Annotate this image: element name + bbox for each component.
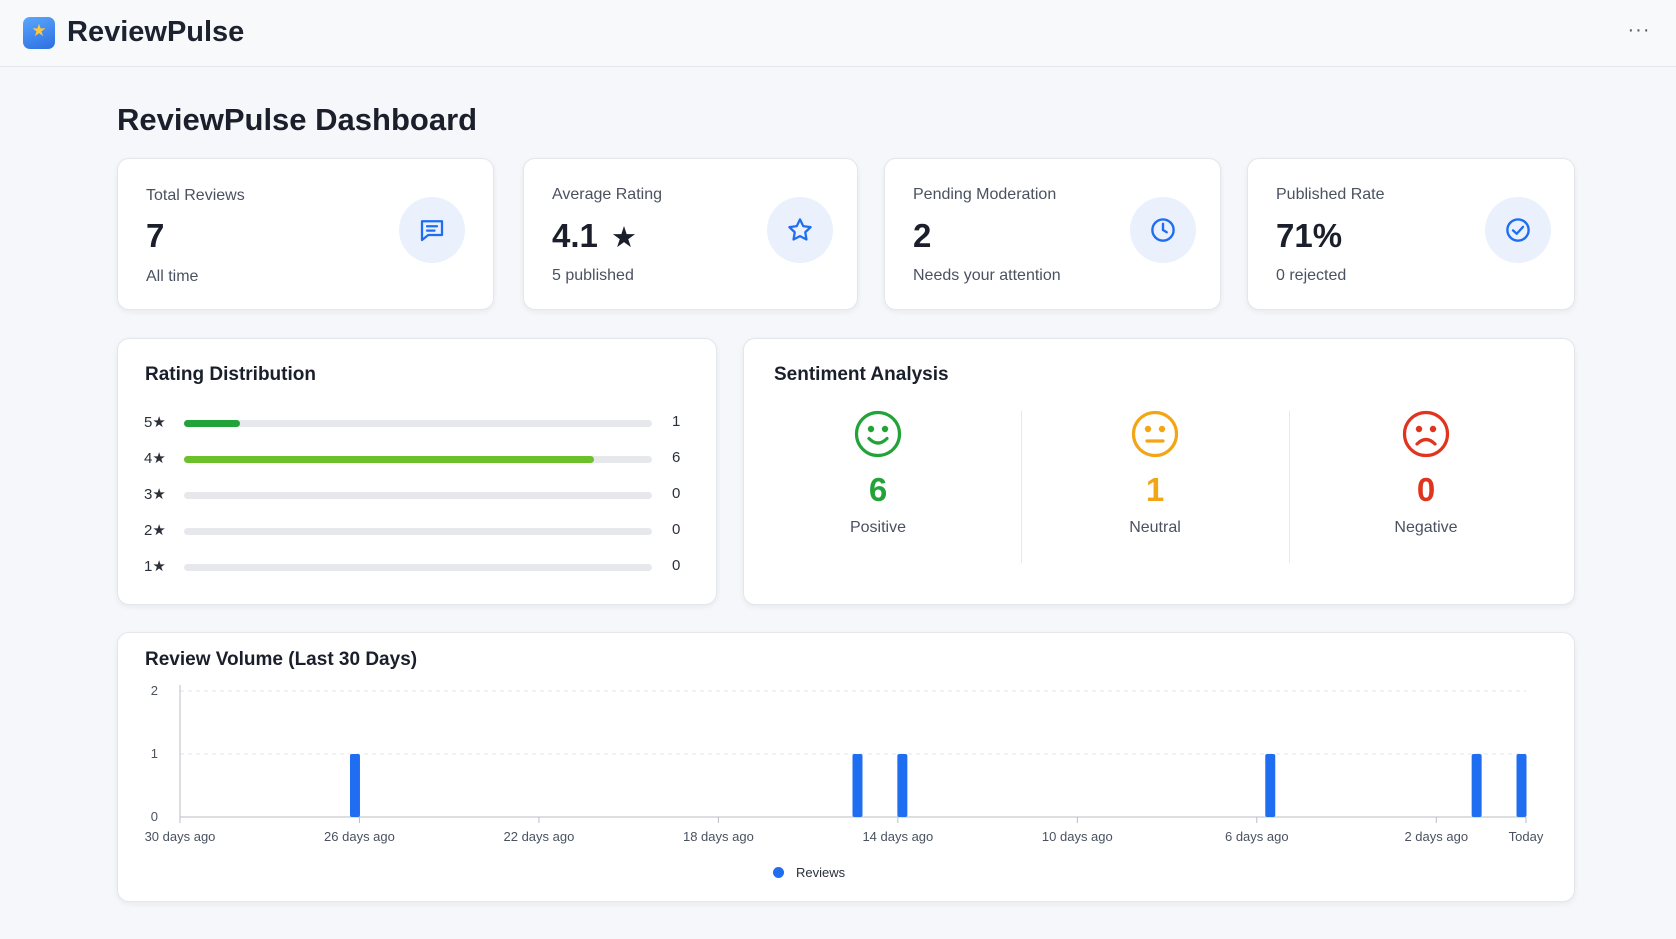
page-title: ReviewPulse Dashboard: [117, 102, 478, 137]
top-bar: ★ ReviewPulse ···: [0, 0, 1676, 67]
neutral-count: 1: [1145, 471, 1165, 508]
review-volume-card: Review Volume (Last 30 Days) 0 1 2 30 days …: [117, 632, 1575, 902]
more-options-button[interactable]: ···: [1627, 19, 1651, 41]
legend-label: Reviews: [796, 865, 846, 880]
rating-row-3: 3★ 0: [144, 485, 684, 505]
volume-bar: [1471, 754, 1482, 817]
sentiment-neutral: 1 Neutral: [1055, 409, 1255, 537]
rating-count: 6: [672, 449, 681, 466]
rating-label: 1★: [144, 558, 166, 575]
average-rating-value: 4.1: [552, 217, 598, 254]
x-tick-label: Today: [1509, 829, 1544, 844]
rating-label: 4★: [144, 450, 166, 467]
chart-legend[interactable]: Reviews: [773, 865, 845, 880]
stat-card-average-rating: Average Rating 4.1 ★ 5 published: [523, 158, 858, 310]
sentiment-divider: [1021, 411, 1022, 563]
sentiment-positive: 6 Positive: [778, 409, 978, 537]
stat-sub: 5 published: [552, 267, 634, 284]
x-tick-label: 30 days ago: [145, 829, 216, 844]
rating-label: 2★: [144, 522, 166, 539]
x-tick-label: 22 days ago: [504, 829, 575, 844]
negative-label: Negative: [1394, 519, 1458, 536]
rating-distribution-title: Rating Distribution: [145, 364, 316, 385]
sentiment-divider: [1289, 411, 1290, 563]
neutral-face-icon: [1131, 410, 1179, 458]
stat-label: Total Reviews: [146, 187, 245, 204]
x-tick-label: 10 days ago: [1042, 829, 1113, 844]
stat-value: 71%: [1276, 217, 1343, 254]
rating-bar-track: [184, 456, 652, 463]
rating-count: 0: [672, 521, 681, 538]
rating-row-4: 4★ 6: [144, 449, 684, 469]
stat-value: 4.1 ★: [552, 217, 637, 255]
stat-card-total-reviews: Total Reviews 7 All time: [117, 158, 494, 310]
rating-count: 1: [672, 413, 681, 430]
clock-icon: [1130, 197, 1196, 263]
y-tick-label: 1: [151, 746, 158, 761]
rating-count: 0: [672, 557, 681, 574]
volume-bar: [897, 754, 908, 817]
x-tick-label: 18 days ago: [683, 829, 754, 844]
sentiment-analysis-title: Sentiment Analysis: [774, 364, 949, 385]
rating-label: 3★: [144, 486, 166, 503]
rating-star-glyph: ★: [611, 222, 638, 254]
y-tick-label: 2: [151, 683, 158, 698]
star-icon: [767, 197, 833, 263]
y-tick-label: 0: [151, 809, 158, 824]
volume-bar: [349, 754, 360, 817]
app-title: ReviewPulse: [67, 16, 245, 48]
sentiment-analysis-card: Sentiment Analysis 6 Positive 1 Neutral …: [743, 338, 1575, 605]
negative-count: 0: [1416, 471, 1436, 508]
review-volume-title: Review Volume (Last 30 Days): [145, 649, 418, 670]
legend-swatch: [773, 867, 784, 878]
star-logo-icon: ★: [23, 17, 55, 49]
frown-icon: [1402, 410, 1450, 458]
rating-bar-track: [184, 528, 652, 535]
stat-value: 2: [913, 217, 932, 254]
rating-row-2: 2★ 0: [144, 521, 684, 541]
rating-bar-track: [184, 420, 652, 427]
positive-label: Positive: [849, 519, 907, 536]
stat-sub: All time: [146, 268, 199, 285]
message-icon: [399, 197, 465, 263]
rating-distribution-card: Rating Distribution 5★ 1 4★ 6 3★ 0 2★ 0 …: [117, 338, 717, 605]
x-tick-label: 6 days ago: [1225, 829, 1289, 844]
positive-count: 6: [868, 471, 888, 508]
stat-card-pending-moderation: Pending Moderation 2 Needs your attentio…: [884, 158, 1221, 310]
rating-bar-fill: [184, 420, 241, 427]
x-tick-label: 26 days ago: [324, 829, 395, 844]
rating-label: 5★: [144, 414, 166, 431]
rating-bar-track: [184, 564, 652, 571]
check-circle-icon: [1485, 197, 1551, 263]
rating-bar-track: [184, 492, 652, 499]
stat-sub: Needs your attention: [913, 267, 1061, 284]
volume-bar: [1265, 754, 1276, 817]
review-volume-chart: 0 1 2 30 days ago 26 days ago 22 days ago 18 d…: [145, 683, 1544, 844]
sentiment-negative: 0 Negative: [1326, 409, 1526, 537]
rating-bar-fill: [184, 456, 594, 463]
stat-label: Average Rating: [552, 186, 662, 203]
x-tick-label: 14 days ago: [862, 829, 933, 844]
stat-label: Pending Moderation: [913, 186, 1057, 203]
stat-label: Published Rate: [1276, 186, 1385, 203]
stat-card-published-rate: Published Rate 71% 0 rejected: [1247, 158, 1575, 310]
x-tick-label: 2 days ago: [1404, 829, 1468, 844]
stat-value: 7: [146, 217, 165, 254]
neutral-label: Neutral: [1129, 519, 1181, 536]
smile-icon: [854, 410, 902, 458]
rating-row-1: 1★ 0: [144, 557, 684, 577]
volume-bar: [1516, 754, 1527, 817]
stat-sub: 0 rejected: [1276, 267, 1347, 284]
rating-row-5: 5★ 1: [144, 413, 684, 433]
rating-count: 0: [672, 485, 681, 502]
volume-bar: [852, 754, 863, 817]
